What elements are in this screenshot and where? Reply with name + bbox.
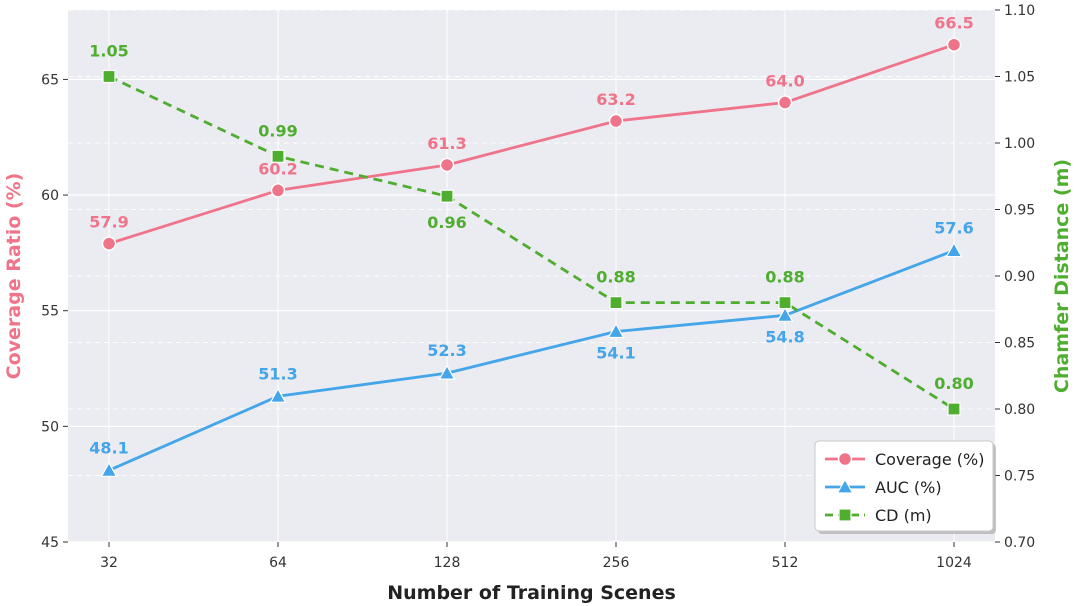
coverage-marker	[608, 113, 624, 129]
left-y-axis-title: Coverage Ratio (%)	[3, 173, 25, 380]
coverage-data-label: 57.9	[89, 213, 128, 232]
coverage-data-label: 66.5	[934, 14, 973, 33]
auc-marker	[100, 461, 118, 477]
coverage-data-label: 61.3	[427, 134, 466, 153]
coverage-marker	[439, 157, 455, 173]
x-tick-label: 128	[434, 555, 461, 571]
auc-line	[108, 249, 955, 472]
x-tick-label: 64	[269, 555, 287, 571]
auc-marker	[438, 364, 456, 380]
cd-m-line	[108, 75, 955, 411]
series-lines	[108, 43, 955, 472]
legend-auc-label: AUC (%)	[875, 478, 942, 497]
auc-data-label: 54.8	[765, 327, 804, 346]
cd-m-marker	[440, 189, 454, 203]
legend-coverage-label: Coverage (%)	[875, 450, 984, 469]
cd-m-data-label: 0.80	[934, 374, 973, 393]
cd-m-marker	[778, 296, 792, 310]
coverage-data-label: 60.2	[258, 159, 297, 178]
legend-coverage-marker	[837, 451, 853, 467]
legend-cd-m-label: CD (m)	[875, 506, 932, 525]
y-right-tick-label: 1.05	[1004, 70, 1035, 86]
axis-ticks: 32 64 128 256 512 1024 45 50 55 60 65 0.70 0.75 0.80 0…	[41, 3, 1035, 571]
y-left-tick-label: 60	[41, 188, 59, 204]
legend-auc-marker	[836, 478, 854, 494]
auc-marker	[776, 306, 794, 322]
right-y-axis-title: Chamfer Distance (m)	[1051, 159, 1073, 393]
cd-m-data-label: 0.99	[258, 121, 297, 140]
coverage-marker	[101, 236, 117, 251]
y-right-tick-label: 1.10	[1004, 3, 1035, 19]
cd-m-data-label: 1.05	[89, 42, 128, 61]
coverage-marker	[946, 37, 962, 52]
auc-marker	[945, 241, 963, 258]
coverage-data-label: 63.2	[596, 90, 635, 109]
legend-cd-m-marker	[838, 508, 852, 522]
cd-m-marker	[271, 149, 285, 163]
auc-marker	[607, 322, 625, 339]
cd-m-data-label: 0.96	[427, 213, 466, 232]
auc-data-label: 57.6	[934, 219, 973, 238]
x-tick-label: 1024	[936, 555, 972, 571]
auc-data-label: 51.3	[258, 364, 297, 383]
x-tick-label: 32	[100, 555, 118, 571]
auc-marker	[269, 387, 287, 403]
y-left-tick-label: 65	[41, 72, 59, 88]
legend-box	[814, 440, 994, 532]
cd-m-marker	[102, 69, 116, 84]
coverage-marker	[270, 183, 286, 198]
y-right-tick-label: 0.70	[1004, 535, 1035, 551]
auc-data-label: 52.3	[427, 341, 466, 360]
y-right-tick-label: 1.00	[1004, 136, 1035, 152]
coverage-line	[108, 43, 955, 245]
auc-data-label: 54.1	[596, 344, 635, 363]
x-tick-label: 512	[772, 555, 799, 571]
cd-m-data-label: 0.88	[765, 268, 804, 287]
y-left-tick-label: 55	[41, 304, 59, 320]
series-markers	[100, 37, 963, 477]
gridlines	[68, 9, 995, 543]
cd-m-marker	[609, 296, 623, 310]
coverage-marker	[777, 95, 793, 110]
auc-data-label: 48.1	[89, 438, 128, 457]
coverage-data-label: 64.0	[765, 72, 804, 91]
y-right-tick-label: 0.95	[1004, 203, 1035, 219]
cd-m-marker	[947, 402, 961, 416]
x-tick-label: 256	[603, 555, 630, 571]
cd-m-data-label: 0.88	[596, 268, 635, 287]
legend: Coverage (%) AUC (%) CD (m)	[814, 440, 996, 534]
y-right-tick-label: 0.80	[1004, 402, 1035, 418]
y-right-tick-label: 0.75	[1004, 469, 1035, 485]
y-right-tick-label: 0.90	[1004, 269, 1035, 285]
data-labels: 57.9 60.2 61.3 63.2 64.0 66.5 48.1 51.3 52.3 54.1…	[89, 14, 973, 458]
y-left-tick-label: 45	[41, 535, 59, 551]
x-axis-title: Number of Training Scenes	[387, 582, 676, 604]
y-left-tick-label: 50	[41, 419, 59, 435]
y-right-tick-label: 0.85	[1004, 336, 1035, 352]
